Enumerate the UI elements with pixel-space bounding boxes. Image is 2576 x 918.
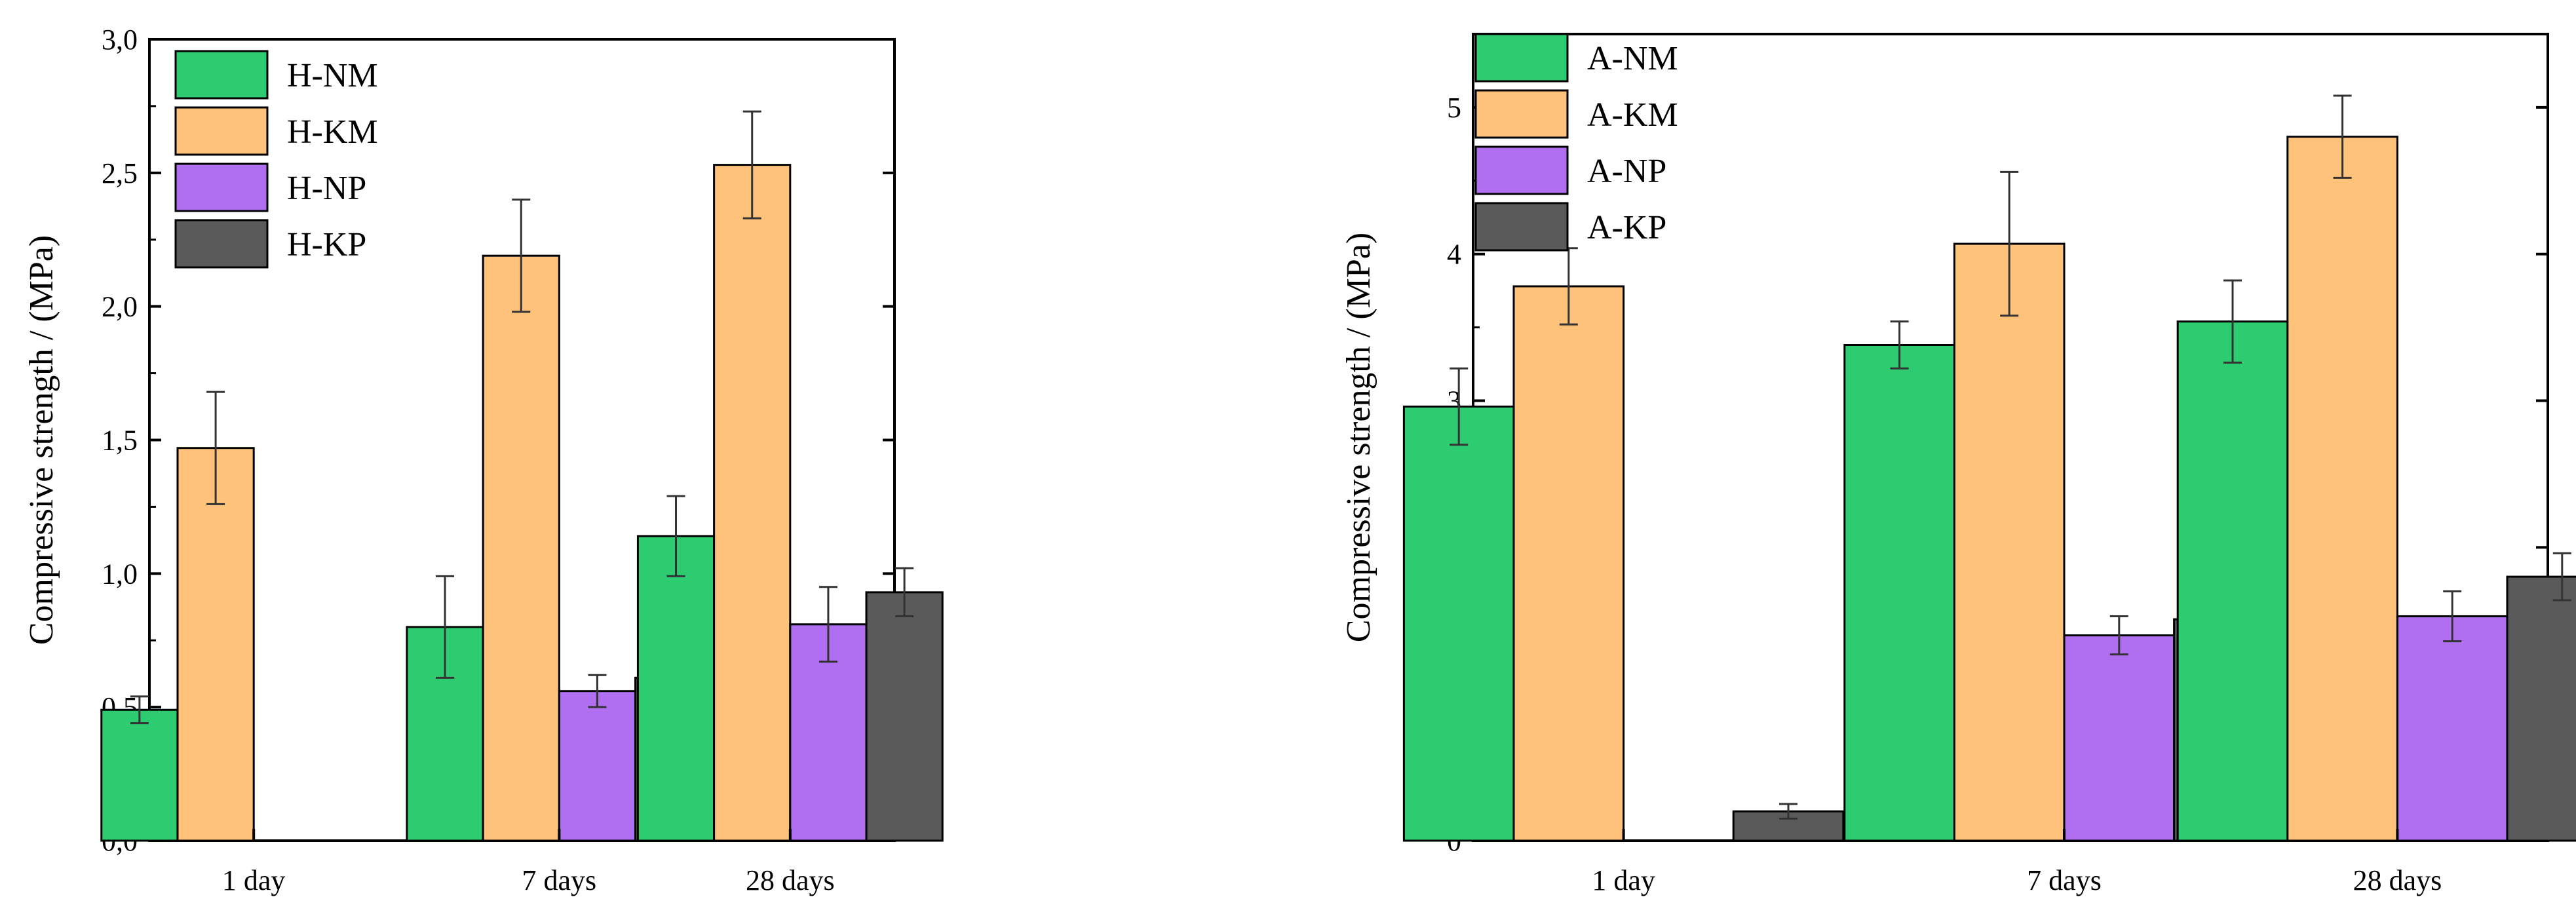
chart-panel-2: 012345Compressive strength / (MPa)1 day7… (1340, 33, 2576, 896)
legend-swatch-h-km (174, 106, 269, 156)
bar-h-km-1-day (176, 447, 255, 842)
y-tick-label: 1,5 (102, 425, 138, 457)
bar-a-km-1-day (1512, 285, 1625, 842)
bar-a-nm-1-day (1402, 405, 1515, 842)
bar-a-km-28-days (2286, 136, 2398, 842)
error-bar-a-np-28-days (2443, 590, 2462, 643)
legend-label-h-np: H-NP (287, 170, 366, 207)
bar-h-km-28-days (713, 164, 792, 842)
bars (100, 110, 944, 842)
legend-label-a-np: A-NP (1587, 153, 1666, 190)
error-bar-a-nm-1-day (1450, 367, 1469, 446)
x-tick-label: 7 days (522, 864, 597, 896)
error-bar-a-nm-28-days (2223, 279, 2242, 364)
error-bar-h-nm-7-days (436, 575, 455, 679)
error-bar-h-kp-28-days (895, 567, 914, 618)
x-tick-label: 28 days (746, 864, 835, 896)
error-bar-a-np-7-days (2109, 615, 2128, 656)
bar-a-nm-28-days (2176, 320, 2289, 842)
error-bar-a-nm-7-days (1890, 320, 1909, 370)
legend-label-a-kp: A-KP (1587, 209, 1666, 246)
y-axis-title: Compressive strength / (MPa) (23, 235, 60, 645)
y-tick-label: 2,5 (102, 157, 138, 189)
legend-swatch-a-np (1474, 145, 1569, 195)
x-tick-label: 1 day (222, 864, 286, 896)
bar-a-np-7-days (2063, 634, 2176, 842)
error-bar-h-km-7-days (512, 199, 531, 313)
error-bar-h-km-28-days (742, 110, 761, 220)
bar-a-np-28-days (2396, 615, 2509, 842)
legend-label-a-km: A-KM (1587, 96, 1678, 134)
legend: H-NM H-KM H-NP H-KP (174, 50, 378, 269)
legend-label-h-kp: H-KP (287, 226, 366, 263)
y-axis-title: Compressive strength / (MPa) (1340, 233, 1377, 642)
y-tick-label: 4 (1447, 239, 1461, 271)
bar-h-np-7-days (558, 690, 637, 842)
legend-swatch-h-kp (174, 219, 269, 269)
error-bar-h-np-7-days (588, 674, 607, 708)
bar-h-nm-1-day (100, 708, 179, 842)
y-tick-label: 5 (1447, 92, 1461, 124)
x-tick-label: 7 days (2027, 864, 2102, 896)
legend-swatch-a-kp (1474, 202, 1569, 252)
bar-h-nm-28-days (636, 535, 716, 842)
error-bar-a-kp-28-days (2552, 552, 2571, 602)
error-bar-a-km-28-days (2333, 94, 2352, 179)
error-bar-h-nm-1-day (130, 695, 149, 725)
legend-swatch-h-nm (174, 50, 269, 100)
legend-swatch-a-km (1474, 89, 1569, 139)
bar-a-km-7-days (1953, 242, 2066, 842)
legend-swatch-h-np (174, 163, 269, 212)
legend: A-NM A-KM A-NP A-KP (1474, 33, 1678, 252)
bar-a-kp-28-days (2506, 575, 2576, 842)
error-bar-h-km-1-day (206, 391, 225, 505)
x-tick-label: 1 day (1592, 864, 1655, 896)
error-bar-h-nm-28-days (666, 495, 685, 577)
error-bar-a-km-7-days (2000, 170, 2019, 317)
error-bar-h-np-28-days (818, 586, 837, 663)
legend-label-h-nm: H-NM (287, 57, 378, 94)
error-bar-a-kp-1-day (1779, 803, 1798, 820)
bar-h-kp-28-days (865, 591, 944, 842)
bar-a-nm-7-days (1843, 343, 1955, 842)
y-tick-label: 2,0 (102, 291, 138, 323)
y-tick-label: 3,0 (102, 24, 138, 56)
legend-swatch-a-nm (1474, 33, 1569, 83)
legend-label-h-km: H-KM (287, 113, 378, 151)
bars (1402, 94, 2576, 842)
x-tick-label: 28 days (2353, 864, 2442, 896)
bar-h-km-7-days (482, 254, 560, 842)
legend-label-a-nm: A-NM (1587, 40, 1678, 77)
y-tick-label: 1,0 (102, 558, 138, 590)
